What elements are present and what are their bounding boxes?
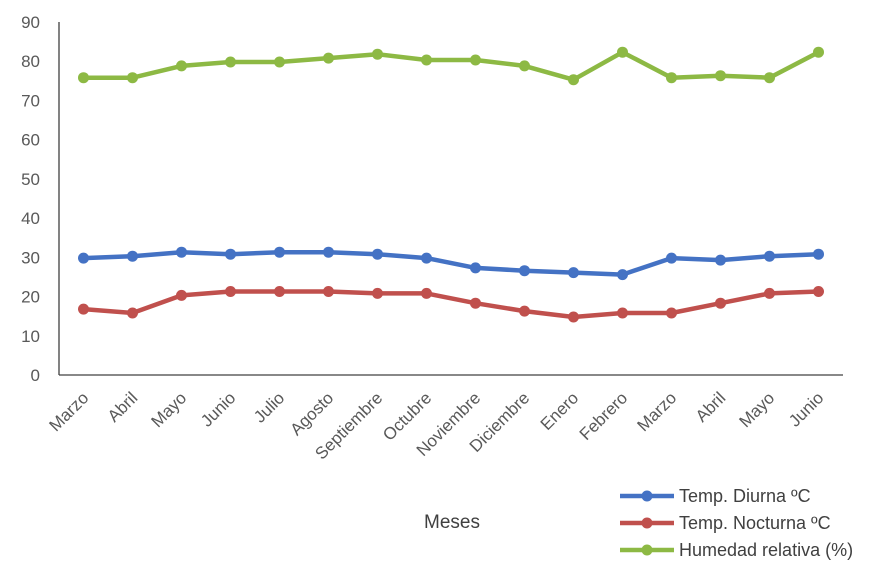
x-tick-label: Abril [104, 388, 141, 425]
data-point [813, 286, 824, 297]
data-point [617, 269, 628, 281]
data-point [127, 250, 138, 262]
x-tick-label: Junio [197, 388, 239, 430]
y-tick-label: 50 [21, 170, 40, 189]
y-tick-label: 90 [21, 13, 40, 32]
x-tick-label: Mayo [735, 388, 778, 431]
data-point [372, 248, 383, 260]
data-point [470, 297, 481, 309]
series-3 [78, 46, 824, 86]
data-point [323, 52, 334, 64]
data-point [470, 262, 481, 274]
series-line [81, 249, 821, 277]
x-axis-ticks: Marzo Abril Mayo Junio JulioAgostoSeptiembre… [45, 388, 827, 463]
legend-item: Humedad relativa (%) [620, 540, 853, 560]
x-tick-label: Mayo [147, 388, 190, 431]
data-point [519, 265, 530, 277]
y-tick-label: 30 [21, 248, 40, 267]
legend-swatch-marker [641, 517, 653, 529]
y-tick-label: 40 [21, 209, 40, 228]
data-point [274, 246, 285, 258]
legend: Temp. Diurna ºC Temp. Nocturna ºC Humedad … [620, 486, 853, 560]
data-point [127, 307, 138, 319]
x-tick-label: Febrero [576, 388, 632, 444]
data-point [127, 72, 138, 84]
data-point [813, 46, 824, 58]
data-point [176, 246, 187, 258]
data-point [764, 287, 775, 299]
data-point [323, 246, 334, 258]
data-point [617, 307, 628, 319]
legend-swatch-marker [641, 490, 653, 502]
legend-item: Temp. Nocturna ºC [620, 513, 831, 533]
data-point [274, 56, 285, 68]
legend-label: Humedad relativa (%) [679, 540, 853, 560]
series-layer [78, 46, 824, 323]
data-point [225, 56, 236, 68]
data-point [78, 252, 89, 264]
data-point [813, 248, 824, 260]
x-tick-label: Marzo [633, 388, 680, 435]
x-tick-label: Julio [250, 388, 288, 426]
series-line [81, 289, 821, 320]
data-point [666, 72, 677, 84]
data-point [470, 54, 481, 66]
legend-item: Temp. Diurna ºC [620, 486, 811, 506]
y-tick-label: 10 [21, 327, 40, 346]
data-point [421, 287, 432, 299]
data-point [764, 250, 775, 262]
data-point [372, 287, 383, 299]
data-point [323, 286, 334, 297]
series-line [81, 49, 821, 82]
data-point [666, 252, 677, 264]
data-point [568, 267, 579, 279]
x-tick-label: Junio [785, 388, 827, 430]
data-point [519, 60, 530, 72]
data-point [519, 305, 530, 317]
x-tick-label: Marzo [45, 388, 92, 435]
x-axis-title: Meses [424, 512, 480, 533]
data-point [764, 72, 775, 84]
x-tick-label: Enero [537, 388, 583, 434]
data-point [78, 72, 89, 84]
data-point [225, 286, 236, 297]
y-tick-label: 0 [31, 366, 40, 385]
x-tick-label: Abril [692, 388, 729, 425]
y-tick-label: 20 [21, 288, 40, 307]
data-point [568, 74, 579, 86]
legend-label: Temp. Diurna ºC [679, 486, 811, 506]
data-point [274, 286, 285, 297]
y-tick-label: 60 [21, 131, 40, 150]
data-point [421, 54, 432, 66]
data-point [715, 70, 726, 82]
data-point [715, 297, 726, 309]
series-2 [78, 286, 824, 323]
data-point [617, 46, 628, 58]
data-point [568, 311, 579, 323]
series-1 [78, 246, 824, 281]
legend-swatch-marker [641, 544, 653, 556]
y-axis-ticks: 0 10 20 30 40 50 60 70 80 90 [21, 13, 40, 385]
y-tick-label: 80 [21, 52, 40, 71]
data-point [372, 48, 383, 60]
data-point [225, 248, 236, 260]
data-point [666, 307, 677, 319]
data-point [78, 303, 89, 315]
legend-label: Temp. Nocturna ºC [679, 513, 831, 533]
y-tick-label: 70 [21, 91, 40, 110]
data-point [176, 289, 187, 301]
data-point [421, 252, 432, 264]
data-point [176, 60, 187, 72]
data-point [715, 254, 726, 266]
